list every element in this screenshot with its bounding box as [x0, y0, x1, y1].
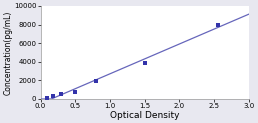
- X-axis label: Optical Density: Optical Density: [110, 111, 180, 120]
- Point: [143, 62, 147, 64]
- Point: [59, 93, 63, 95]
- Point: [94, 80, 98, 82]
- Y-axis label: Concentration(pg/mL): Concentration(pg/mL): [3, 10, 12, 95]
- Point: [51, 95, 55, 97]
- Point: [73, 91, 77, 92]
- Point: [216, 24, 220, 26]
- Point: [45, 97, 50, 99]
